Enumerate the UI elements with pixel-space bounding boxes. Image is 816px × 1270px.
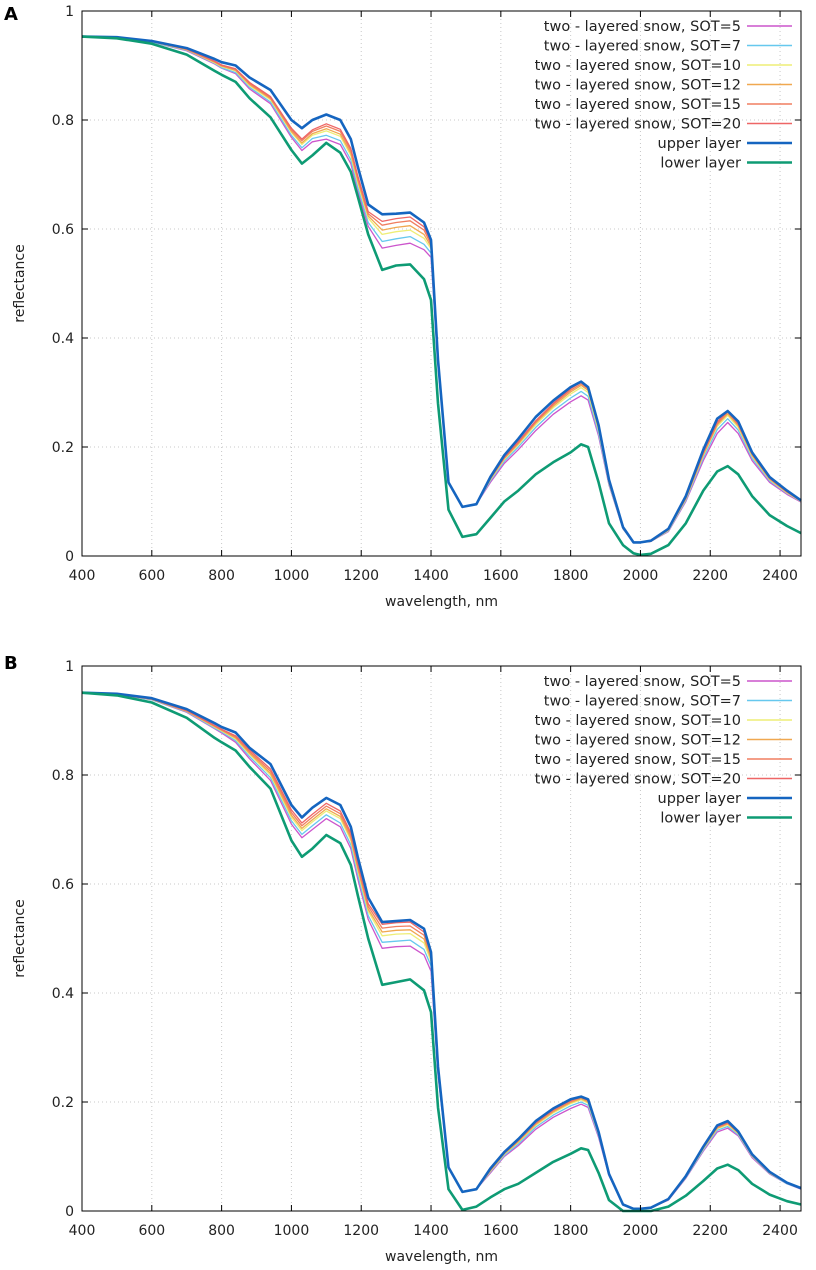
legend-label-upper-layer: upper layer [658, 136, 742, 152]
y-tick-label: 0.6 [52, 877, 74, 893]
x-tick-label: 2000 [623, 1223, 659, 1239]
legend-label-upper-layer: upper layer [658, 791, 742, 807]
chart-b: 400 600 800 1000 1200 1400 1600 1800 2000 2200 240… [12, 659, 802, 1265]
y-tick-label: 0 [65, 1204, 74, 1220]
x-tick-label: 600 [138, 568, 165, 584]
y-axis-label: reflectance [12, 244, 28, 322]
legend: two - layered snow, SOT=5 two - layered s… [535, 674, 792, 827]
legend: two - layered snow, SOT=5 two - layered s… [535, 19, 792, 172]
series-line-upper-layer [81, 35, 802, 544]
panel-label-a: A [4, 4, 18, 25]
series-line-lower-layer [81, 35, 802, 557]
x-tick-label: 1800 [553, 568, 589, 584]
series-line-upper-layer [81, 691, 802, 1211]
x-tick-label: 1200 [343, 1223, 379, 1239]
x-tick-label: 2400 [762, 568, 798, 584]
x-tick-label: 800 [208, 568, 235, 584]
x-tick-label: 1000 [274, 1223, 310, 1239]
x-tick-label: 1600 [483, 1223, 519, 1239]
legend-label-two-layered-snow-sot-7: two - layered snow, SOT=7 [544, 694, 741, 710]
plot-frame [81, 665, 802, 1212]
y-axis-label: reflectance [12, 899, 28, 977]
x-tick-label: 1400 [413, 568, 449, 584]
x-tick-label: 1800 [553, 1223, 589, 1239]
legend-label-lower-layer: lower layer [660, 156, 741, 172]
legend-label-two-layered-snow-sot-15: two - layered snow, SOT=15 [535, 97, 741, 113]
legend-label-two-layered-snow-sot-12: two - layered snow, SOT=12 [535, 733, 741, 749]
x-tick-label: 600 [138, 1223, 165, 1239]
x-tick-label: 1600 [483, 568, 519, 584]
x-tick-label: 2000 [623, 568, 659, 584]
x-tick-label: 800 [208, 1223, 235, 1239]
legend-label-two-layered-snow-sot-10: two - layered snow, SOT=10 [535, 58, 741, 74]
y-tick-label: 0 [65, 549, 74, 565]
legend-label-two-layered-snow-sot-20: two - layered snow, SOT=20 [535, 117, 741, 133]
x-tick-label: 2200 [692, 1223, 728, 1239]
y-tick-label: 1 [65, 4, 74, 20]
x-tick-label: 400 [69, 1223, 96, 1239]
y-tick-label: 0.2 [52, 1095, 74, 1111]
legend-label-two-layered-snow-sot-7: two - layered snow, SOT=7 [544, 39, 741, 55]
legend-label-two-layered-snow-sot-10: two - layered snow, SOT=10 [535, 713, 741, 729]
x-tick-label: 400 [69, 568, 96, 584]
plot-frame [81, 10, 802, 557]
series-line-lower-layer [81, 691, 802, 1213]
x-axis-label: wavelength, nm [385, 1249, 498, 1265]
y-tick-label: 0.8 [52, 768, 74, 784]
y-tick-label: 1 [65, 659, 74, 675]
legend-label-two-layered-snow-sot-12: two - layered snow, SOT=12 [535, 78, 741, 94]
y-tick-label: 0.4 [52, 986, 74, 1002]
x-tick-label: 1000 [274, 568, 310, 584]
y-tick-label: 0.8 [52, 113, 74, 129]
legend-label-lower-layer: lower layer [660, 811, 741, 827]
x-tick-label: 1200 [343, 568, 379, 584]
x-axis-label: wavelength, nm [385, 594, 498, 610]
legend-label-two-layered-snow-sot-5: two - layered snow, SOT=5 [544, 19, 741, 35]
y-tick-label: 0.6 [52, 222, 74, 238]
y-tick-label: 0.4 [52, 331, 74, 347]
x-tick-label: 1400 [413, 1223, 449, 1239]
chart-a: 400 600 800 1000 1200 1400 1600 1800 2000 2200 240… [12, 4, 802, 610]
y-tick-label: 0.2 [52, 440, 74, 456]
x-tick-label: 2400 [762, 1223, 798, 1239]
x-tick-label: 2200 [692, 568, 728, 584]
panel-label-b: B [4, 653, 18, 674]
legend-label-two-layered-snow-sot-5: two - layered snow, SOT=5 [544, 674, 741, 690]
legend-label-two-layered-snow-sot-15: two - layered snow, SOT=15 [535, 752, 741, 768]
legend-label-two-layered-snow-sot-20: two - layered snow, SOT=20 [535, 772, 741, 788]
